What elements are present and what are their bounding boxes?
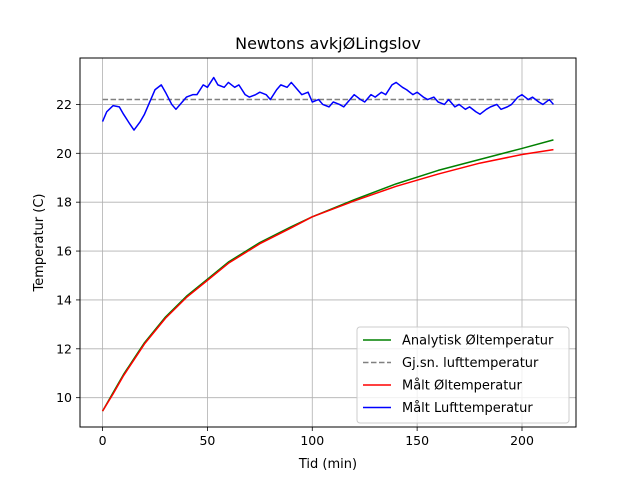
y-tick-label: 12 — [56, 341, 72, 356]
y-tick-label: 22 — [56, 97, 72, 112]
legend-label: Målt Lufttemperatur — [402, 401, 533, 416]
x-tick-label: 50 — [199, 433, 215, 448]
legend-label: Målt Øltemperatur — [402, 379, 523, 394]
y-axis-label: Temperatur (C) — [32, 194, 47, 293]
grid — [80, 58, 576, 427]
legend-label: Analytisk Øltemperatur — [402, 334, 554, 349]
series-line-4 — [101, 76, 555, 131]
chart-title: Newtons avkjØLingslov — [235, 34, 421, 53]
series-line-3 — [101, 148, 554, 412]
y-tick-label: 16 — [56, 244, 72, 259]
x-tick-label: 150 — [405, 433, 429, 448]
plot-frame — [79, 57, 577, 428]
ticks: 0 50 100 150 200 10 12 14 16 18 20 22 — [56, 97, 534, 448]
y-tick-label: 18 — [56, 195, 72, 210]
x-tick-label: 0 — [99, 433, 107, 448]
x-tick-label: 200 — [510, 433, 534, 448]
y-tick-label: 10 — [56, 390, 72, 405]
x-tick-label: 100 — [300, 433, 324, 448]
y-tick-label: 14 — [56, 292, 72, 307]
legend-box — [356, 326, 570, 424]
legend: Analytisk Øltemperatur Gj.sn. lufttempera… — [356, 326, 570, 424]
y-tick-label: 20 — [56, 146, 72, 161]
legend-label: Gj.sn. lufttemperatur — [402, 356, 539, 371]
series-layer — [101, 76, 555, 412]
x-axis-label: Tid (min) — [298, 457, 357, 472]
